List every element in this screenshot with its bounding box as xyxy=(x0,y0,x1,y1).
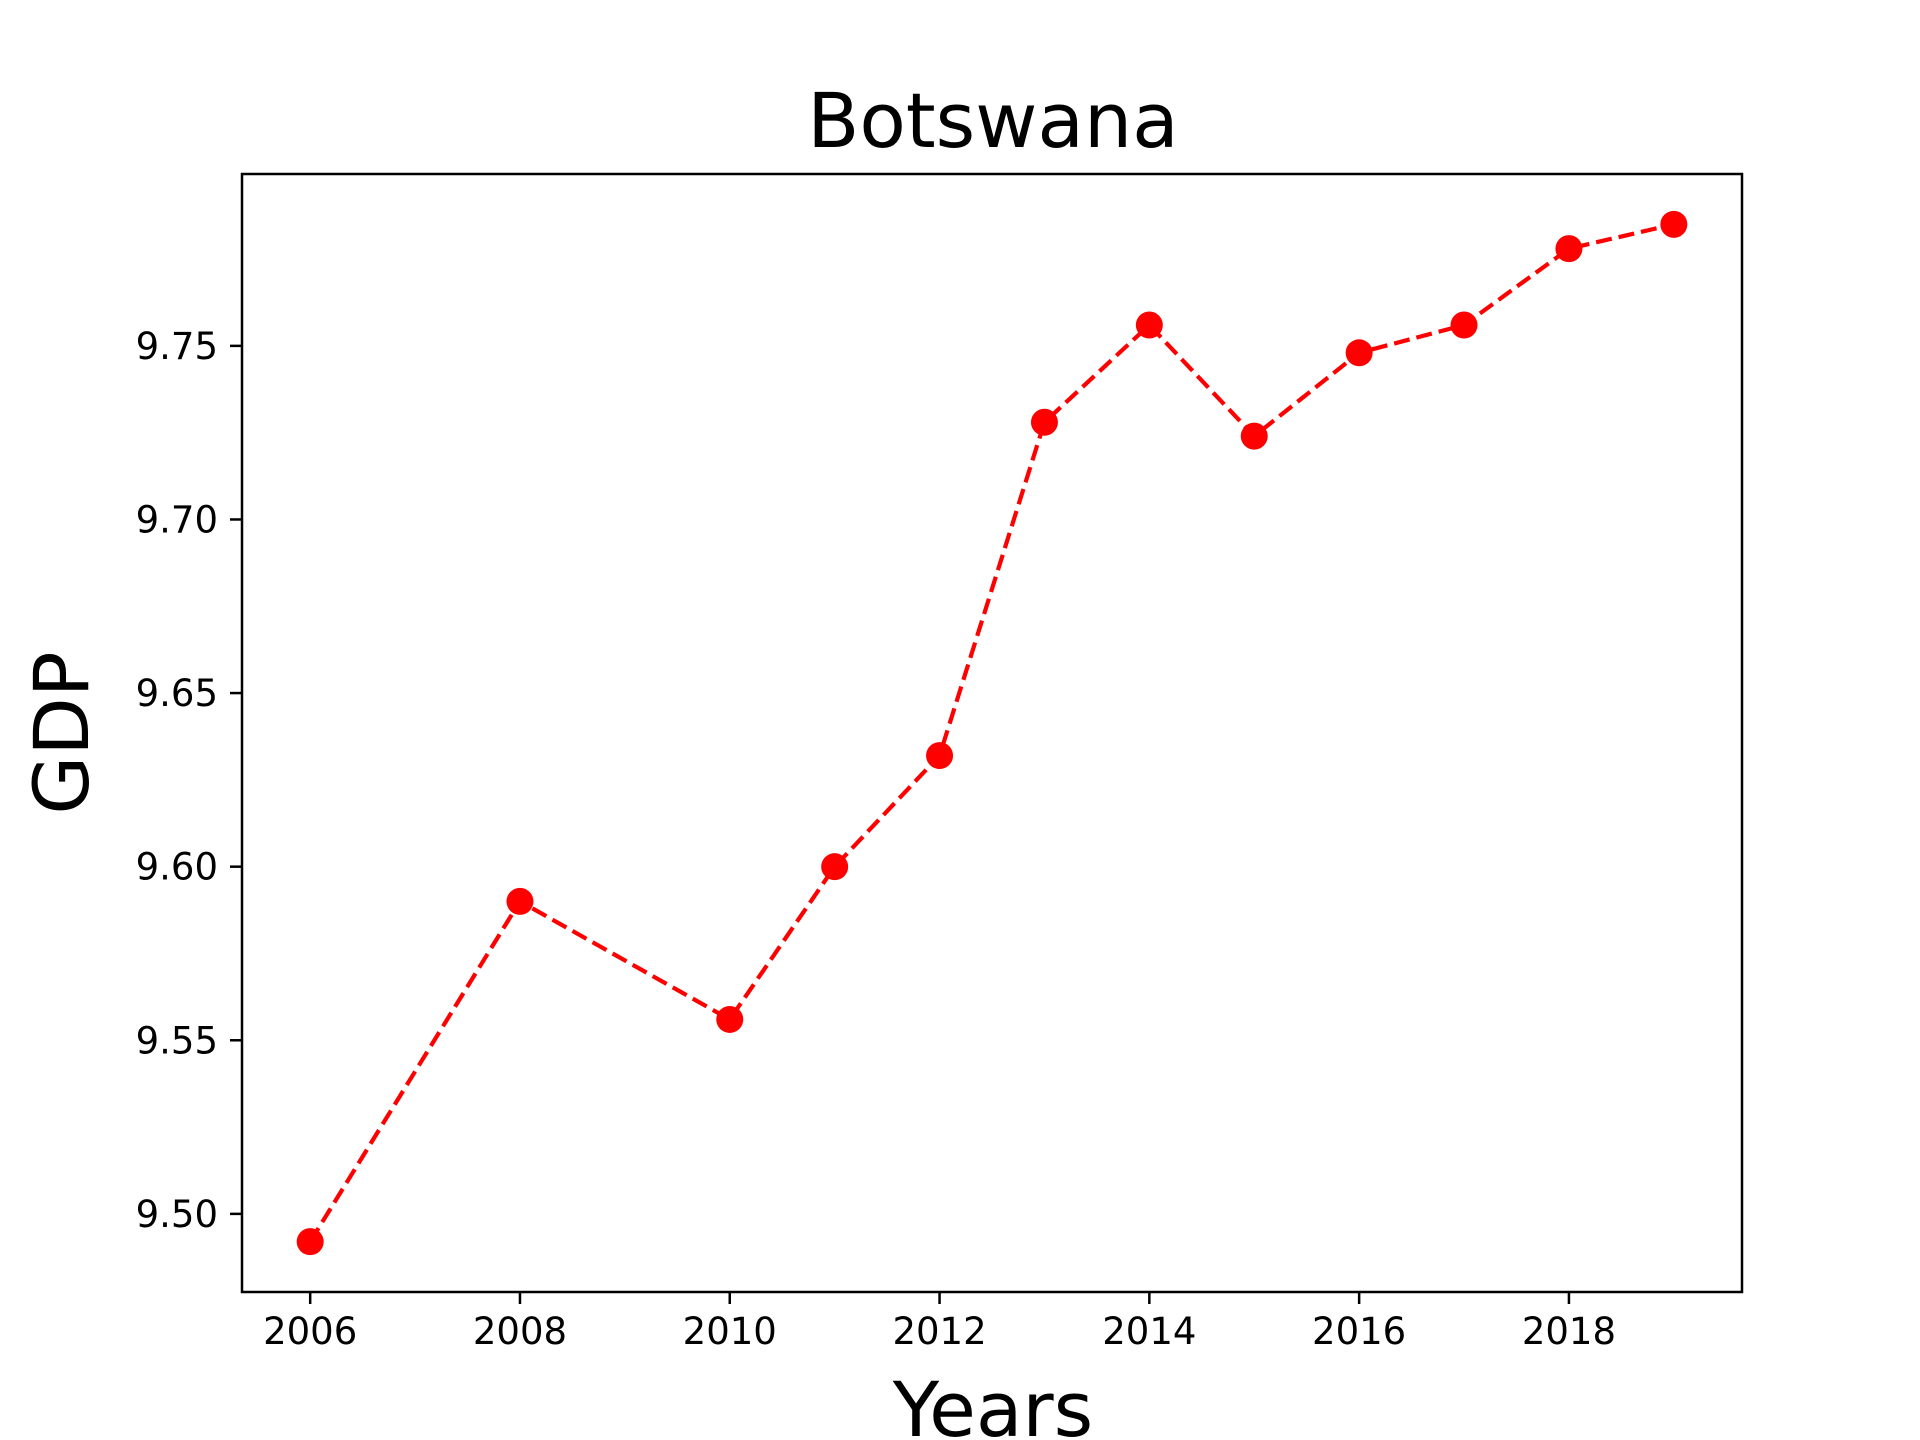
data-point xyxy=(716,1005,744,1033)
data-point xyxy=(1660,210,1688,238)
data-point xyxy=(1240,422,1268,450)
y-tick-label: 9.60 xyxy=(136,846,218,889)
x-tick-label: 2012 xyxy=(892,1310,986,1353)
plot-area xyxy=(296,210,1688,1256)
x-tick-label: 2010 xyxy=(683,1310,777,1353)
x-tick-label: 2018 xyxy=(1522,1310,1616,1353)
plot-frame xyxy=(240,172,1744,1294)
data-point xyxy=(1345,339,1373,367)
y-tick-label: 9.50 xyxy=(136,1193,218,1236)
y-tick-label: 9.65 xyxy=(136,672,218,715)
data-point xyxy=(1450,311,1478,339)
y-tick-label: 9.75 xyxy=(136,325,218,368)
chart-title: Botswana xyxy=(807,76,1179,165)
x-axis-label: Years xyxy=(892,1365,1094,1440)
y-axis-label: GDP xyxy=(17,651,106,814)
x-tick-label: 2008 xyxy=(473,1310,567,1353)
data-point xyxy=(821,853,849,881)
x-tick-label: 2006 xyxy=(263,1310,357,1353)
y-tick-label: 9.55 xyxy=(136,1019,218,1062)
data-point xyxy=(926,742,954,770)
data-point xyxy=(1555,235,1583,263)
data-point xyxy=(1135,311,1163,339)
data-point xyxy=(1030,408,1058,436)
x-tick-label: 2014 xyxy=(1102,1310,1196,1353)
series-line xyxy=(308,222,1675,1243)
y-tick-label: 9.70 xyxy=(136,498,218,541)
data-point xyxy=(506,887,534,915)
x-tick-label: 2016 xyxy=(1312,1310,1406,1353)
data-point xyxy=(296,1228,324,1256)
